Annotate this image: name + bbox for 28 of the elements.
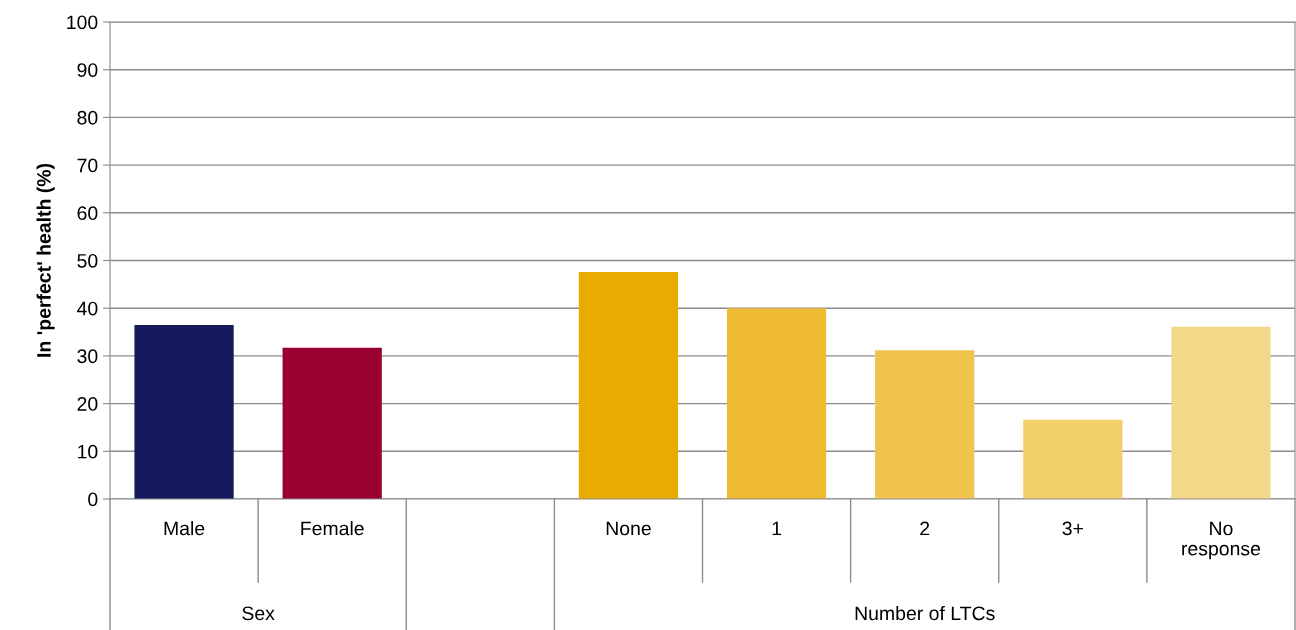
bar: [578, 271, 679, 499]
y-tick-label: 100: [67, 15, 98, 30]
bar: [726, 308, 827, 499]
y-tick-label: 30: [77, 349, 98, 364]
y-tick-label: 70: [77, 158, 98, 173]
y-tick-label: 60: [77, 206, 98, 221]
bar: [134, 324, 234, 499]
x-tick-label: Female: [301, 521, 364, 536]
x-tick-label: Male: [164, 521, 205, 536]
y-tick-label: 90: [77, 63, 98, 77]
text: Number of LTCs: [855, 605, 995, 621]
x-tick-label: 1: [772, 521, 782, 536]
bar: [1023, 419, 1123, 499]
y-tick-label: 80: [77, 110, 98, 125]
y-tick-label: 40: [77, 301, 98, 316]
x-tick-label: No response: [1182, 521, 1261, 560]
y-tick-label: 50: [77, 253, 98, 268]
y-tick-label: 10: [78, 444, 98, 459]
x-tick-label: 2: [920, 521, 930, 536]
x-tick-label: None: [606, 521, 651, 536]
x-tick-label: 3+: [1062, 521, 1083, 536]
y-tick-label: 20: [77, 397, 98, 411]
bar: [875, 350, 975, 499]
bar: [282, 347, 382, 499]
bar: [1171, 326, 1271, 499]
text: Sex: [242, 606, 275, 621]
y-tick-label: 0: [88, 492, 98, 507]
y-axis-title: In 'perfect' health (%): [36, 163, 55, 357]
